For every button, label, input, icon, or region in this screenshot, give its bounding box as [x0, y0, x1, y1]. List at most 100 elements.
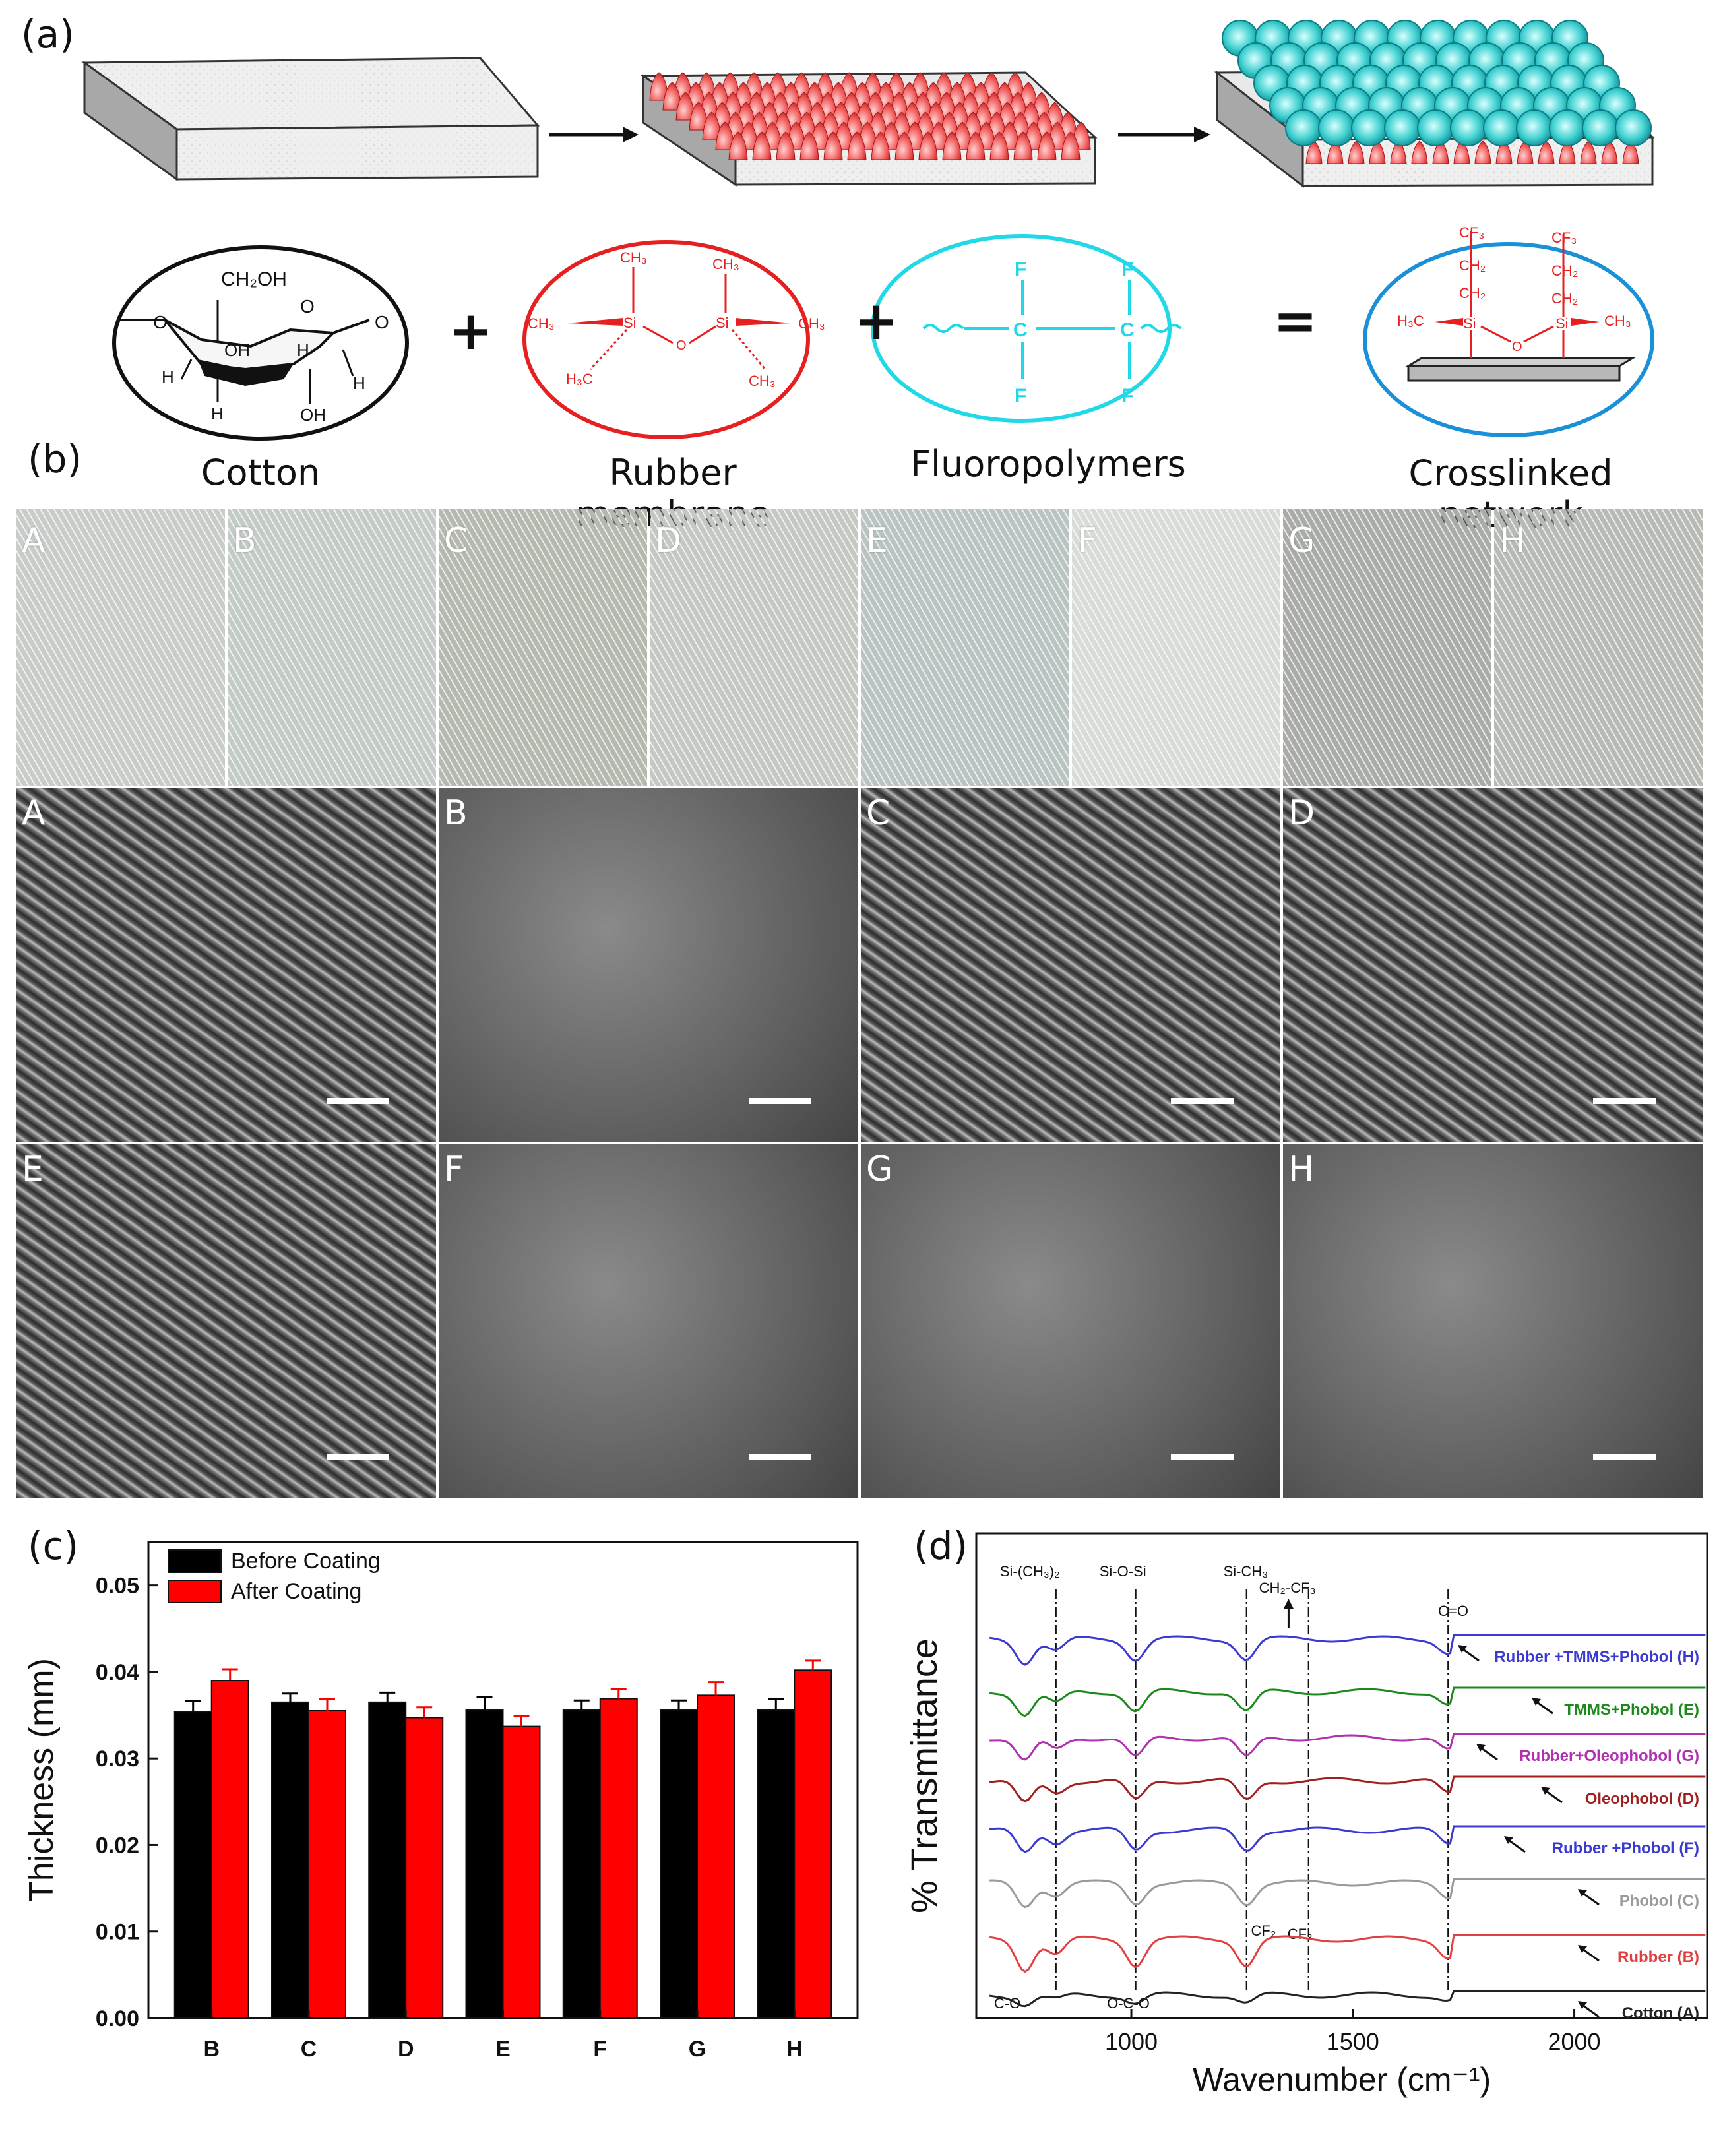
series-label-arrow-head	[1532, 1698, 1541, 1706]
peak-label: Si-O-Si	[1100, 1563, 1146, 1580]
arrow-1	[549, 127, 639, 142]
plus-operator-2: +	[854, 290, 899, 352]
sem-image-f: F	[439, 1144, 858, 1498]
photo-label: H	[1499, 521, 1526, 561]
spectrum-line-4	[989, 1825, 1706, 1853]
svg-text:CH₂: CH₂	[1551, 262, 1578, 279]
svg-text:Si: Si	[623, 315, 637, 331]
bar-after-e	[502, 1725, 541, 2019]
fluoropolymer-molecule: F F C C F F	[871, 234, 1182, 423]
peak-label: Si-(CH₃)₂	[1000, 1563, 1060, 1580]
svg-text:F: F	[1121, 259, 1133, 280]
svg-text:H₃C: H₃C	[566, 371, 593, 387]
svg-text:OH: OH	[300, 405, 326, 425]
x-tick-label: 1500	[1327, 2028, 1379, 2055]
svg-text:CH₃: CH₃	[620, 249, 647, 266]
panel-b-label: (b)	[28, 437, 82, 481]
series-label-arrow-head	[1476, 1744, 1486, 1752]
series-label: Cotton (A)	[1622, 2004, 1699, 2022]
scale-bar	[749, 1098, 811, 1104]
svg-text:O: O	[375, 312, 389, 332]
svg-text:CH₃: CH₃	[712, 256, 739, 272]
photo-label: D	[655, 521, 682, 561]
scale-bar	[1171, 1454, 1234, 1460]
svg-text:H: H	[162, 367, 174, 386]
bar-before-e	[465, 1709, 504, 2019]
sem-label: G	[866, 1150, 893, 1189]
peak-arrow-head	[1283, 1599, 1294, 1609]
svg-text:CH₃: CH₃	[528, 315, 555, 332]
fabric-photo-c: C	[439, 509, 647, 786]
series-label-arrow-head	[1458, 1645, 1467, 1653]
legend-label: After Coating	[231, 1579, 361, 1604]
sem-label: C	[866, 793, 891, 833]
bar-after-c	[307, 1709, 346, 2019]
sem-image-c: C	[861, 788, 1280, 1142]
x-tick-label: 1000	[1105, 2028, 1158, 2055]
crosslinked-molecule: CF₃ CF₃ CH₂ CH₂ CH₂ CH₂ Si Si O H₃C CH₃	[1363, 224, 1654, 437]
svg-text:CF₃: CF₃	[1551, 230, 1577, 246]
sem-label: A	[22, 793, 46, 833]
arrow-2	[1118, 127, 1210, 142]
sem-image-e: E	[16, 1144, 436, 1498]
spectrum-line-1	[989, 1686, 1706, 1717]
series-label-arrow-head	[1578, 1945, 1587, 1953]
sem-image-d: D	[1283, 788, 1703, 1142]
peak-label: CF₂	[1251, 1923, 1276, 1939]
peak-label: Si-CH₃	[1224, 1563, 1269, 1580]
thickness-bar-chart: 0.00 0.01 0.02 0.03 0.04 0.05 Thickness (mm) B C…	[22, 1541, 859, 2062]
svg-text:O: O	[153, 312, 168, 332]
fabric-photo-e: E	[861, 509, 1069, 786]
fabric-photo-g: G	[1283, 509, 1491, 786]
sem-label: H	[1288, 1150, 1315, 1189]
series-label-arrow-head	[1578, 2001, 1587, 2009]
series-label: Oleophobol (D)	[1585, 1790, 1699, 1808]
scale-bar	[327, 1098, 389, 1104]
bar-before-h	[757, 1709, 796, 2019]
photo-label: C	[444, 521, 468, 561]
scale-bar	[1593, 1454, 1656, 1460]
svg-text:OH: OH	[224, 340, 250, 360]
svg-text:C: C	[1013, 319, 1028, 341]
sem-label: F	[444, 1150, 464, 1189]
spectrum-line-3	[989, 1775, 1706, 1802]
x-tick-label: H	[786, 2037, 803, 2062]
svg-text:CH₂: CH₂	[1459, 257, 1486, 274]
sem-image-a: A	[16, 788, 436, 1142]
rubber-coated-slab	[640, 71, 1098, 187]
peak-label: CH₂-CF₃	[1259, 1580, 1316, 1596]
plus-operator-1: +	[449, 300, 493, 361]
svg-text:CH₂: CH₂	[1551, 290, 1578, 307]
photo-label: B	[233, 521, 257, 561]
sem-label: E	[22, 1150, 44, 1189]
svg-text:O: O	[300, 296, 315, 317]
fabric-photo-d: D	[650, 509, 858, 786]
x-tick-label: 2000	[1548, 2028, 1600, 2055]
x-tick-label: G	[689, 2037, 706, 2062]
ch2oh-label: CH₂OH	[221, 268, 287, 290]
x-tick-label: B	[203, 2037, 220, 2062]
svg-text:CH₃: CH₃	[1604, 313, 1631, 329]
cotton-slab	[81, 57, 540, 181]
series-label: Phobol (C)	[1619, 1892, 1699, 1910]
panel-a-label: (a)	[21, 12, 75, 57]
legend-swatch	[168, 1549, 222, 1573]
legend-label: Before Coating	[231, 1549, 381, 1574]
svg-text:O: O	[1512, 340, 1522, 354]
y-tick-label: 0.04	[96, 1660, 139, 1685]
panel-c-label: (c)	[28, 1524, 79, 1568]
photo-label: E	[866, 521, 888, 561]
svg-text:H: H	[353, 373, 365, 393]
bar-after-g	[697, 1694, 736, 2019]
plot-frame	[975, 1532, 1708, 2019]
svg-text:C: C	[1120, 319, 1135, 341]
scheme-illustration: CH₂OH O O O OH H H OH H H CH₃ CH₃ CH₃ CH…	[81, 20, 1655, 441]
series-label-arrow-head	[1541, 1787, 1550, 1795]
bar-before-c	[270, 1701, 309, 2019]
bar-before-f	[562, 1709, 601, 2019]
x-tick-label: E	[495, 2037, 511, 2062]
fabric-photo-f: F	[1072, 509, 1280, 786]
y-tick-label: 0.01	[96, 1920, 139, 1945]
svg-text:F: F	[1015, 385, 1026, 407]
y-axis-label: % Transmittance	[903, 1638, 945, 1913]
